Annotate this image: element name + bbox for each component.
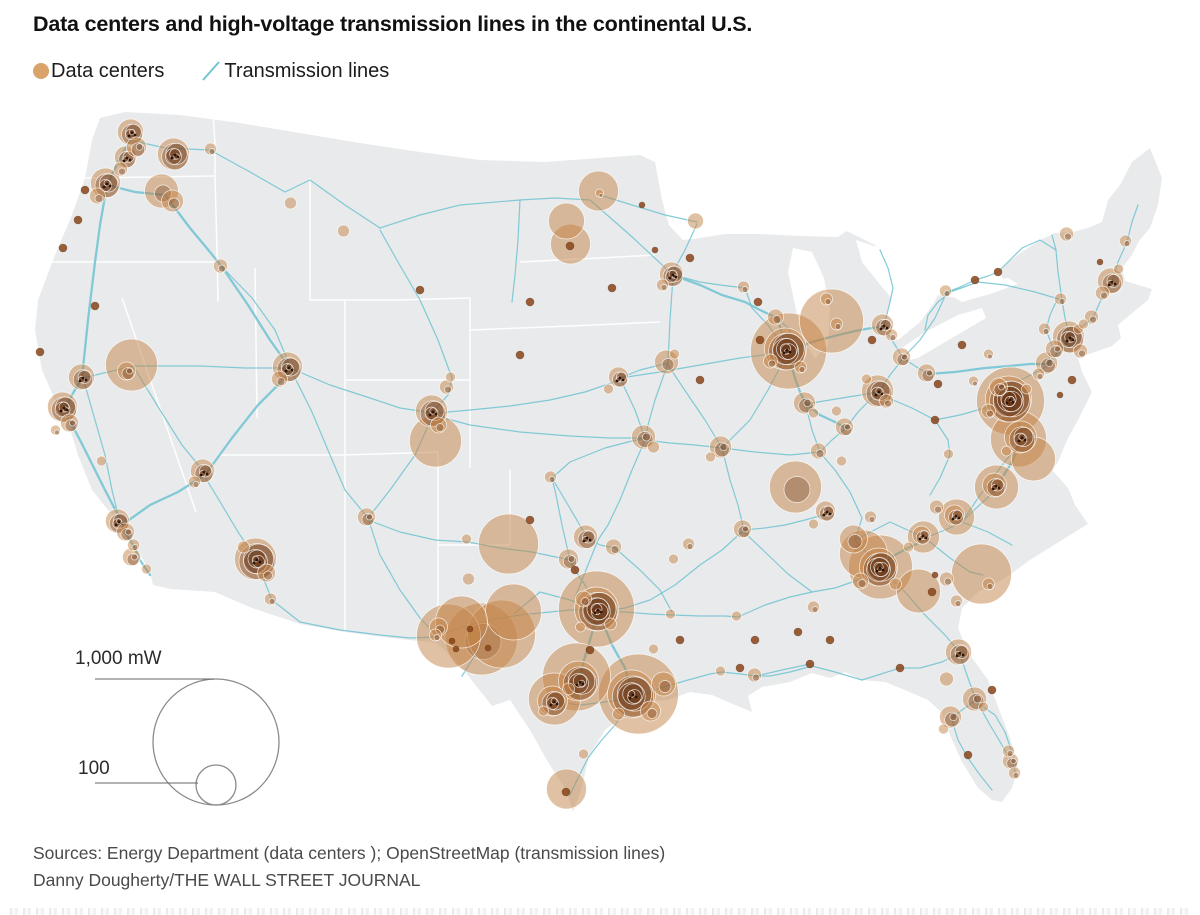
cut-off-content-strip <box>10 908 1190 915</box>
data-centers-dot-icon <box>33 63 49 79</box>
chart-title: Data centers and high-voltage transmissi… <box>33 12 753 36</box>
transmission-line-icon <box>202 61 221 81</box>
scale-legend <box>95 678 280 806</box>
data-centers-layer <box>35 118 1132 810</box>
state-borders-layer <box>48 111 661 638</box>
legend-item-transmission-lines: Transmission lines <box>174 59 389 83</box>
legend-label-transmission-lines: Transmission lines <box>224 59 390 82</box>
credit-line: Danny Dougherty/THE WALL STREET JOURNAL <box>33 870 421 890</box>
land-layer <box>35 112 1162 812</box>
chart-legend: Data centers Transmission lines <box>33 59 389 83</box>
scale-label-1000mw: 1,000 mW <box>75 648 162 669</box>
scale-label-100: 100 <box>78 758 110 779</box>
source-note: Sources: Energy Department (data centers… <box>33 840 665 894</box>
sources-line: Sources: Energy Department (data centers… <box>33 843 666 863</box>
legend-item-data-centers: Data centers <box>33 60 164 83</box>
legend-label-data-centers: Data centers <box>51 59 165 82</box>
